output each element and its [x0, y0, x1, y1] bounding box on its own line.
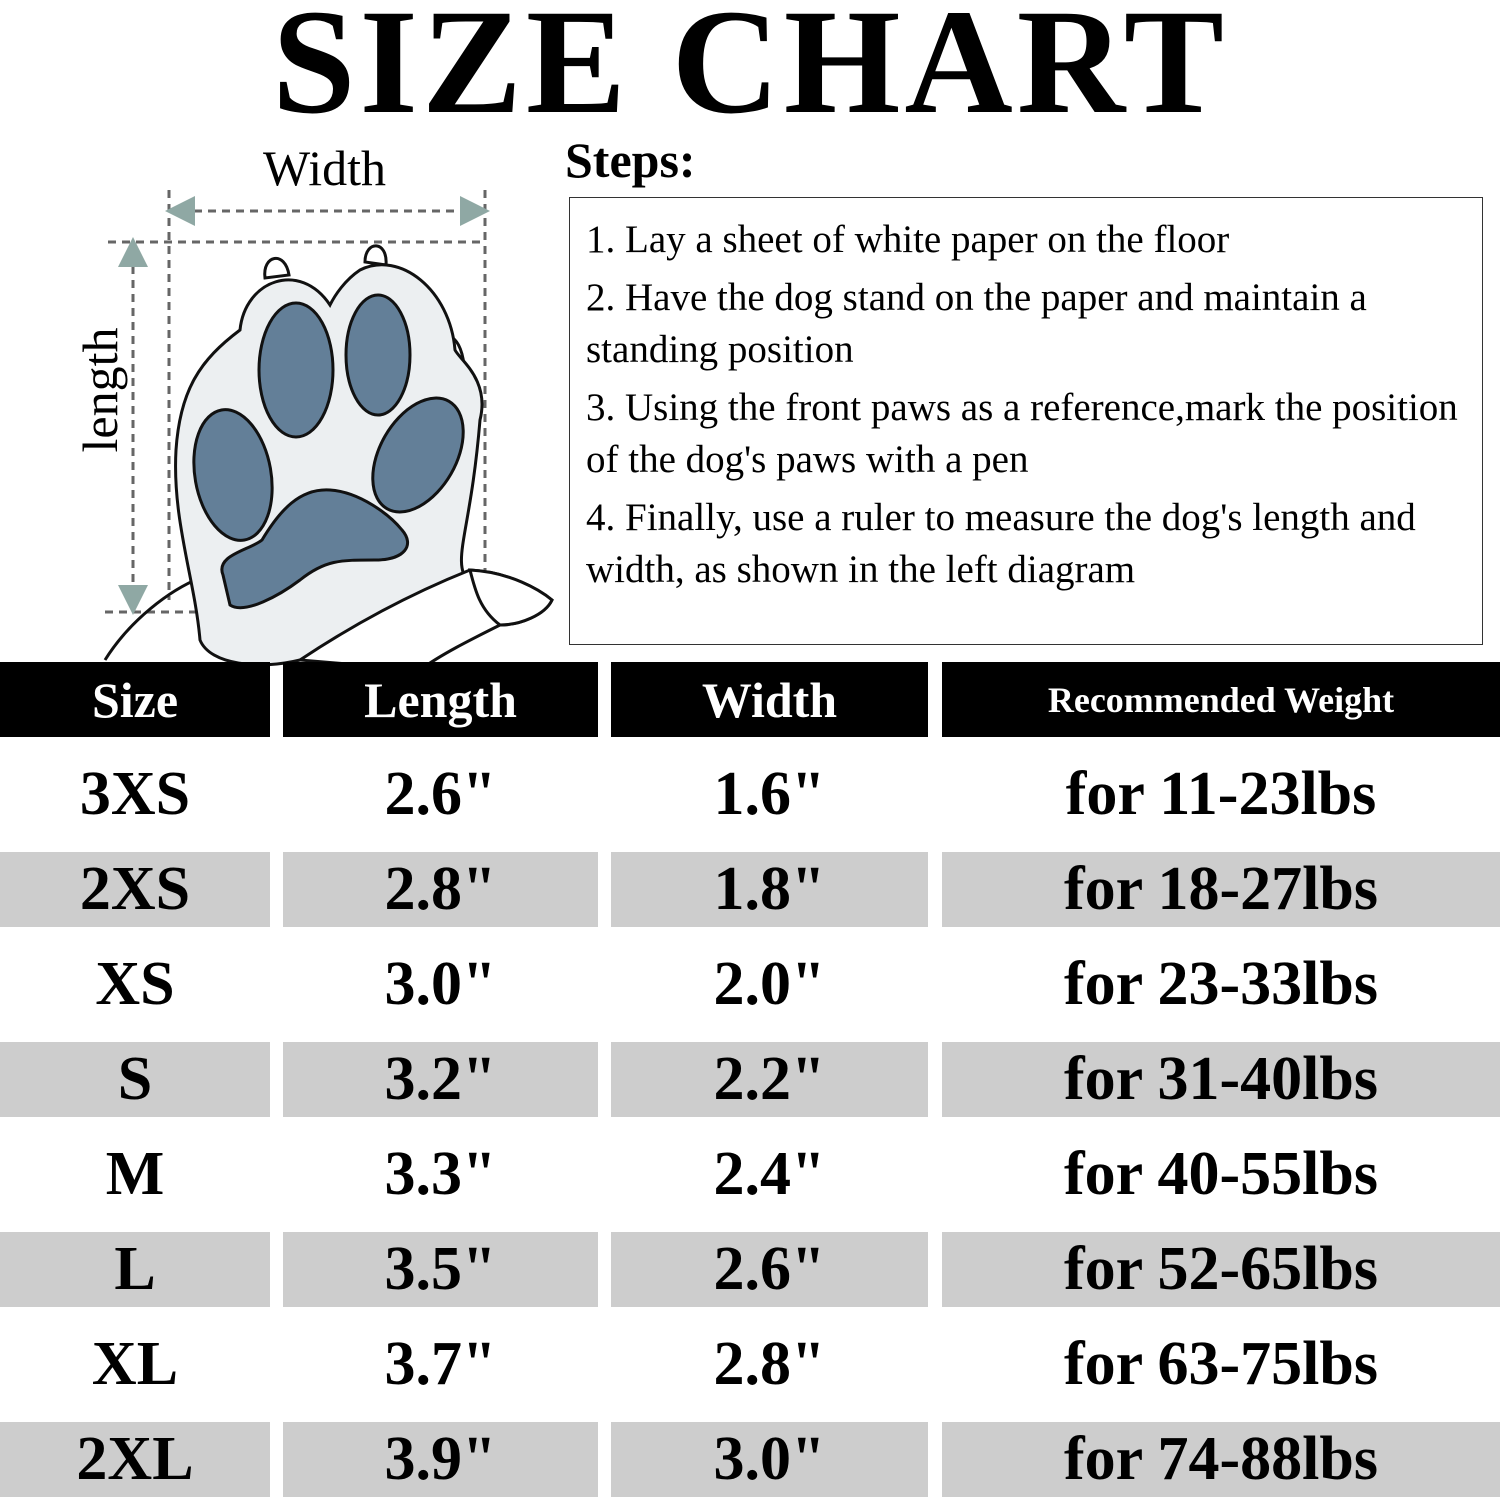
cell-weight: for 11-23lbs — [1065, 760, 1377, 828]
cell-width: 2.6" — [611, 1232, 928, 1307]
cell-width: 3.0" — [611, 1422, 928, 1497]
cell-length: 3.0" — [384, 950, 497, 1018]
cell-width: 2.4" — [713, 1140, 826, 1208]
cell-width: 2.2" — [611, 1042, 928, 1117]
cell-size: L — [0, 1232, 270, 1307]
cell-length: 3.2" — [283, 1042, 598, 1117]
page-title: SIZE CHART — [272, 0, 1228, 145]
table-row: 3XS 2.6" 1.6" for 11-23lbs — [0, 757, 1500, 832]
width-label: Width — [263, 140, 386, 196]
cell-weight: for 74-88lbs — [942, 1422, 1500, 1497]
cell-size: XS — [95, 950, 175, 1018]
table-row: XL 3.7" 2.8" for 63-75lbs — [0, 1327, 1500, 1402]
cell-length: 3.7" — [384, 1330, 497, 1398]
cell-weight: for 40-55lbs — [1063, 1140, 1379, 1208]
cell-weight: for 52-65lbs — [942, 1232, 1500, 1307]
cell-weight: for 18-27lbs — [942, 852, 1500, 927]
header-length: Length — [283, 662, 598, 737]
steps-heading: Steps: — [565, 132, 696, 188]
cell-size: M — [105, 1140, 165, 1208]
cell-weight: for 23-33lbs — [1063, 950, 1379, 1018]
step-4: 4. Finally, use a ruler to measure the d… — [586, 496, 1416, 591]
table-row: 2XL 3.9" 3.0" for 74-88lbs — [0, 1422, 1500, 1497]
cell-size: S — [0, 1042, 270, 1117]
header-size: Size — [0, 662, 270, 737]
step-1: 1. Lay a sheet of white paper on the flo… — [586, 218, 1230, 261]
table-header: Size Length Width Recommended Weight — [0, 662, 1500, 737]
steps-box: 1. Lay a sheet of white paper on the flo… — [569, 197, 1483, 645]
table-row: L 3.5" 2.6" for 52-65lbs — [0, 1232, 1500, 1307]
table-row: S 3.2" 2.2" for 31-40lbs — [0, 1042, 1500, 1117]
dog-paw-measurement-icon — [103, 190, 554, 670]
cell-length: 2.8" — [283, 852, 598, 927]
cell-width: 1.8" — [611, 852, 928, 927]
cell-width: 2.8" — [713, 1330, 826, 1398]
cell-size: XL — [91, 1330, 179, 1398]
cell-length: 3.9" — [283, 1422, 598, 1497]
cell-length: 3.5" — [283, 1232, 598, 1307]
cell-length: 2.6" — [384, 760, 497, 828]
cell-length: 3.3" — [384, 1140, 497, 1208]
header-width: Width — [611, 662, 928, 737]
table-row: XS 3.0" 2.0" for 23-33lbs — [0, 947, 1500, 1022]
cell-width: 1.6" — [713, 760, 826, 828]
cell-weight: for 31-40lbs — [942, 1042, 1500, 1117]
cell-size: 2XL — [0, 1422, 270, 1497]
cell-weight: for 63-75lbs — [1063, 1330, 1379, 1398]
cell-width: 2.0" — [713, 950, 826, 1018]
length-label: length — [72, 327, 128, 453]
table-row: 2XS 2.8" 1.8" for 18-27lbs — [0, 852, 1500, 927]
cell-size: 3XS — [79, 760, 191, 828]
step-2: 2. Have the dog stand on the paper and m… — [586, 276, 1367, 371]
header-weight: Recommended Weight — [942, 662, 1500, 737]
step-3: 3. Using the front paws as a reference,m… — [586, 386, 1458, 481]
cell-size: 2XS — [0, 852, 270, 927]
table-row: M 3.3" 2.4" for 40-55lbs — [0, 1137, 1500, 1212]
